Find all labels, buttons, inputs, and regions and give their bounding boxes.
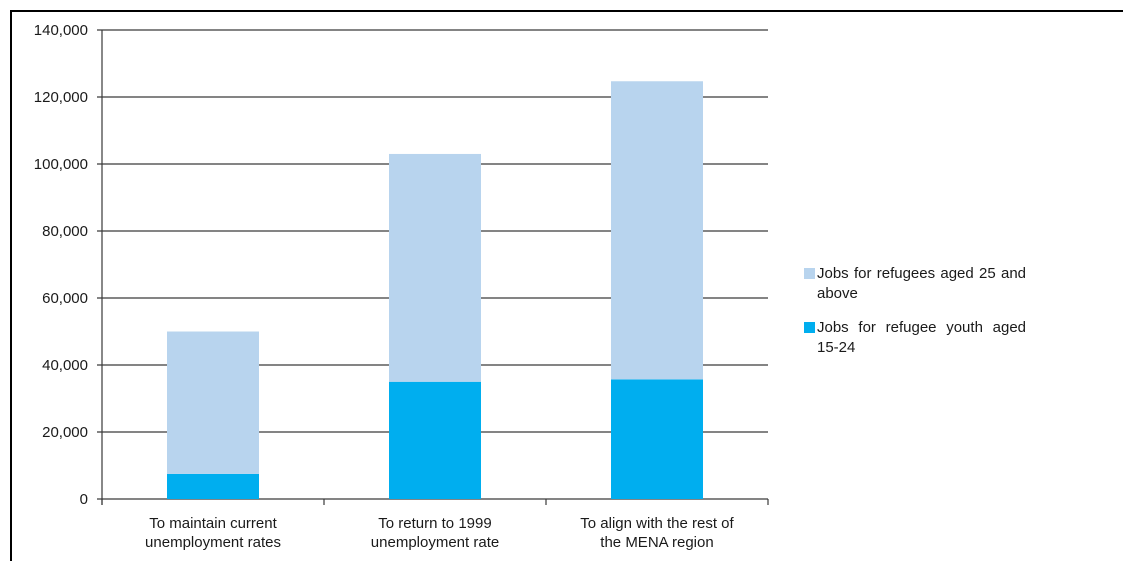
legend-swatch-adults (804, 268, 815, 279)
x-category-label: unemployment rates (145, 534, 281, 551)
bar-adults (167, 331, 259, 474)
y-tick-label: 100,000 (34, 156, 88, 173)
chart-frame (10, 10, 1123, 561)
bar-adults (611, 81, 703, 380)
y-tick-label: 80,000 (42, 223, 88, 240)
legend-label-adults: Jobs for refugees aged 25 and above (817, 265, 1026, 302)
y-tick-label: 0 (80, 491, 88, 508)
x-category-label: To return to 1999 (378, 515, 491, 532)
y-tick-label: 20,000 (42, 424, 88, 441)
legend: Jobs for refugees aged 25 and above Jobs… (804, 264, 1026, 372)
y-tick-label: 120,000 (34, 89, 88, 106)
y-tick-label: 140,000 (34, 22, 88, 39)
bar-youth (389, 381, 481, 499)
legend-swatch-youth (804, 322, 815, 333)
bar-adults (389, 153, 481, 382)
y-tick-label: 60,000 (42, 290, 88, 307)
x-category-label: the MENA region (600, 534, 713, 551)
legend-item-adults: Jobs for refugees aged 25 and above (804, 264, 1026, 304)
y-tick-label: 40,000 (42, 357, 88, 374)
x-category-label: To align with the rest of (580, 515, 734, 532)
bar-youth (167, 473, 259, 499)
bar-youth (611, 379, 703, 499)
legend-label-youth: Jobs for refugee youth aged 15-24 (817, 319, 1026, 356)
x-category-label: To maintain current (149, 515, 277, 532)
legend-item-youth: Jobs for refugee youth aged 15-24 (804, 318, 1026, 358)
x-category-label: unemployment rate (371, 534, 499, 551)
